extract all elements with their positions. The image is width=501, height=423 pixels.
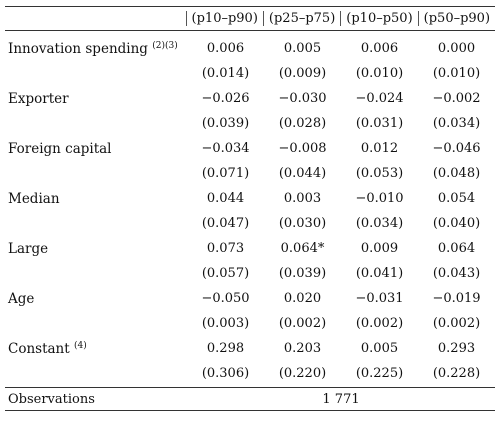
row-label: Large	[5, 241, 187, 257]
std-error-cell: (0.002)	[355, 316, 404, 331]
estimate-cell: 0.012	[360, 141, 399, 156]
std-error-cell: (0.043)	[432, 266, 481, 281]
std-error-cell: (0.028)	[278, 116, 327, 131]
std-error-cell: (0.002)	[278, 316, 327, 331]
std-error-cell: (0.044)	[278, 166, 327, 181]
estimate-cell: −0.010	[355, 191, 404, 206]
std-error-cell: (0.031)	[355, 116, 404, 131]
std-error-cell: (0.030)	[278, 216, 327, 231]
column-header-p10-p50: (p10–p50)	[341, 11, 419, 26]
estimate-cell: 0.293	[437, 341, 476, 356]
row-label: Median	[5, 191, 187, 207]
std-error-cell: (0.003)	[201, 316, 250, 331]
estimate-cell: −0.024	[355, 91, 404, 106]
estimate-cell: −0.026	[201, 91, 250, 106]
row-label-text: Exporter	[8, 90, 69, 107]
observations-row: Observations 1 771	[5, 387, 495, 410]
std-error-cell: (0.053)	[355, 166, 404, 181]
column-header-p25-p75: (p25–p75)	[264, 11, 342, 26]
std-error-cell: (0.041)	[355, 266, 404, 281]
table-row: Exporter −0.026 −0.030 −0.024 −0.002	[5, 86, 495, 111]
estimate-cell: 0.064*	[280, 241, 325, 256]
table-row: Age −0.050 0.020 −0.031 −0.019	[5, 286, 495, 311]
estimate-cell: 0.203	[283, 341, 322, 356]
column-header-p10-p90: (p10–p90)	[185, 11, 264, 26]
estimate-cell: 0.298	[206, 341, 245, 356]
std-error-cell: (0.039)	[278, 266, 327, 281]
bottom-rule	[5, 410, 495, 411]
row-label-text: Age	[8, 290, 35, 307]
std-error-row: (0.047) (0.030) (0.034) (0.040)	[5, 211, 495, 236]
table-header: (p10–p90) (p25–p75) (p10–p50) (p50–p90)	[5, 7, 495, 31]
estimate-cell: −0.030	[278, 91, 327, 106]
table-body: Innovation spending (2)(3) 0.006 0.005 0.00…	[5, 36, 495, 386]
estimate-cell: 0.073	[206, 241, 245, 256]
estimate-cell: −0.034	[201, 141, 250, 156]
estimate-cell: 0.003	[283, 191, 322, 206]
table-row: Foreign capital −0.034 −0.008 0.012 −0.046	[5, 136, 495, 161]
std-error-row: (0.306) (0.220) (0.225) (0.228)	[5, 361, 495, 386]
estimate-cell: 0.020	[283, 291, 322, 306]
table-row: Large 0.073 0.064* 0.009 0.064	[5, 236, 495, 261]
row-label: Innovation spending (2)(3)	[5, 41, 187, 57]
std-error-row: (0.014) (0.009) (0.010) (0.010)	[5, 61, 495, 86]
std-error-cell: (0.034)	[355, 216, 404, 231]
estimate-cell: 0.005	[283, 41, 322, 56]
observations-label: Observations	[8, 391, 95, 407]
std-error-cell: (0.039)	[201, 116, 250, 131]
std-error-cell: (0.220)	[278, 366, 327, 381]
std-error-cell: (0.034)	[432, 116, 481, 131]
std-error-cell: (0.228)	[432, 366, 481, 381]
std-error-cell: (0.306)	[201, 366, 250, 381]
std-error-cell: (0.010)	[355, 66, 404, 81]
estimate-cell: 0.005	[360, 341, 399, 356]
std-error-row: (0.057) (0.039) (0.041) (0.043)	[5, 261, 495, 286]
std-error-cell: (0.014)	[201, 66, 250, 81]
table-row: Constant (4) 0.298 0.203 0.005 0.293	[5, 336, 495, 361]
estimate-cell: −0.002	[432, 91, 481, 106]
row-label: Foreign capital	[5, 141, 187, 157]
regression-table: (p10–p90) (p25–p75) (p10–p50) (p50–p90) …	[5, 6, 495, 411]
estimate-cell: −0.031	[355, 291, 404, 306]
std-error-cell: (0.009)	[278, 66, 327, 81]
row-label: Age	[5, 291, 187, 307]
estimate-cell: −0.019	[432, 291, 481, 306]
column-header-p50-p90: (p50–p90)	[423, 11, 491, 26]
estimate-cell: −0.050	[201, 291, 250, 306]
std-error-cell: (0.048)	[432, 166, 481, 181]
row-label-text: Median	[8, 190, 60, 207]
estimate-cell: 0.054	[437, 191, 476, 206]
estimate-cell: −0.008	[278, 141, 327, 156]
estimate-cell: 0.006	[206, 41, 245, 56]
footnote-marker: (2)(3)	[152, 40, 178, 51]
row-label-text: Foreign capital	[8, 140, 112, 157]
std-error-row: (0.039) (0.028) (0.031) (0.034)	[5, 111, 495, 136]
table-row: Median 0.044 0.003 −0.010 0.054	[5, 186, 495, 211]
estimate-cell: 0.044	[206, 191, 245, 206]
estimate-cell: −0.046	[432, 141, 481, 156]
footnote-marker: (4)	[73, 340, 87, 351]
std-error-cell: (0.057)	[201, 266, 250, 281]
estimate-cell: 0.006	[360, 41, 399, 56]
std-error-row: (0.003) (0.002) (0.002) (0.002)	[5, 311, 495, 336]
top-rule	[5, 6, 495, 7]
row-label-text: Large	[8, 240, 49, 257]
table-row: Innovation spending (2)(3) 0.006 0.005 0.00…	[5, 36, 495, 61]
std-error-cell: (0.010)	[432, 66, 481, 81]
row-label: Exporter	[5, 91, 187, 107]
std-error-cell: (0.002)	[432, 316, 481, 331]
std-error-cell: (0.071)	[201, 166, 250, 181]
row-label-text: Innovation spending	[8, 40, 148, 57]
estimate-cell: 0.009	[360, 241, 399, 256]
estimate-cell: 0.064	[437, 241, 476, 256]
estimate-cell: 0.000	[437, 41, 476, 56]
std-error-row: (0.071) (0.044) (0.053) (0.048)	[5, 161, 495, 186]
std-error-cell: (0.047)	[201, 216, 250, 231]
std-error-cell: (0.040)	[432, 216, 481, 231]
row-label: Constant (4)	[5, 341, 187, 357]
std-error-cell: (0.225)	[355, 366, 404, 381]
observations-value: 1 771	[322, 391, 360, 407]
row-label-text: Constant	[8, 340, 70, 357]
